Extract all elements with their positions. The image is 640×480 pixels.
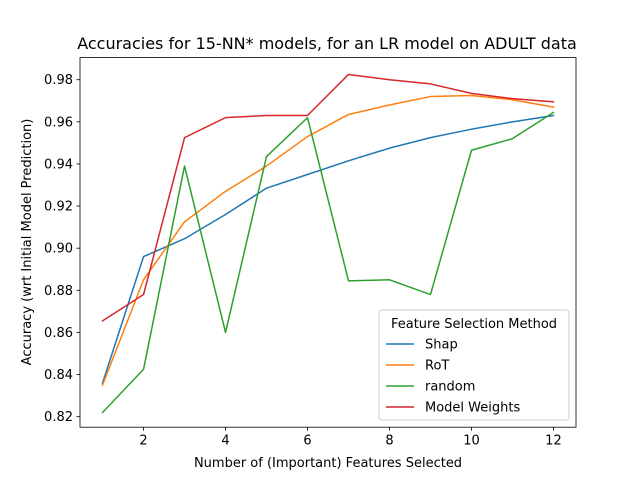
- y-tick-label: 0.92: [44, 200, 73, 215]
- legend-title: Feature Selection Method: [391, 317, 557, 332]
- y-tick-label: 0.94: [44, 157, 73, 172]
- y-tick-label: 0.86: [44, 326, 73, 341]
- legend-items: Shap RoT random Model Weights: [386, 338, 520, 416]
- legend-entry-label: Shap: [425, 338, 458, 353]
- y-tick-label: 0.96: [44, 115, 73, 130]
- x-tick-label: 2: [139, 434, 147, 449]
- y-tick-label: 0.82: [44, 410, 73, 425]
- y-axis-ticks: 0.82 0.84 0.86 0.88 0.90 0.92 0.94 0.96 0.98: [44, 73, 80, 425]
- x-axis-ticks: 2 4 6 8 10 12: [139, 427, 562, 449]
- series-line-rot: [101, 94, 555, 387]
- legend-box: [378, 309, 570, 421]
- x-tick-label: 6: [303, 434, 311, 449]
- legend-entry-label: random: [425, 380, 475, 395]
- series-line-model-weights: [101, 73, 555, 322]
- series-line-random: [101, 111, 555, 414]
- x-tick-label: 12: [545, 434, 562, 449]
- x-tick-label: 4: [221, 434, 229, 449]
- x-axis-label: Number of (Important) Features Selected: [194, 456, 462, 471]
- y-tick-label: 0.88: [44, 284, 73, 299]
- y-tick-label: 0.98: [44, 73, 73, 88]
- legend-entry-label: Model Weights: [425, 401, 520, 416]
- chart-title: Accuracies for 15-NN* models, for an LR …: [77, 34, 577, 53]
- legend: Feature Selection Method Shap RoT random Mo…: [378, 309, 570, 421]
- x-tick-label: 8: [385, 434, 393, 449]
- y-tick-label: 0.90: [44, 242, 73, 257]
- legend-entry-label: RoT: [425, 359, 449, 374]
- series-lines: [101, 73, 555, 414]
- x-tick-label: 10: [463, 434, 480, 449]
- y-tick-label: 0.84: [44, 368, 73, 383]
- plot-area: [79, 57, 577, 428]
- series-line-shap: [101, 114, 555, 384]
- y-axis-label: Accuracy (wrt Initial Model Prediction): [20, 119, 35, 366]
